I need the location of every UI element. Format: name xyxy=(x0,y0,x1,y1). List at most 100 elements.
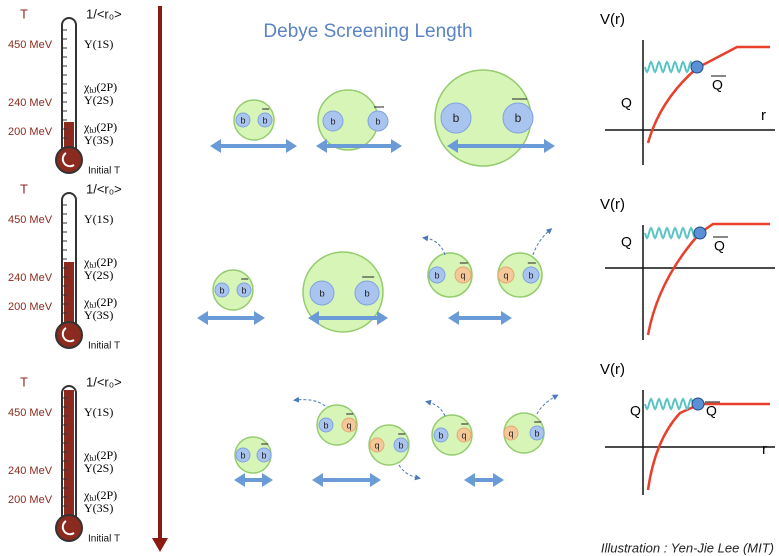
state-label: Υ(2S) xyxy=(84,461,113,475)
state-rest: (2P) xyxy=(96,255,117,269)
heavy-quark-dot xyxy=(691,61,703,73)
temperature-symbol: T xyxy=(20,374,28,389)
y-axis-label: V(r) xyxy=(600,196,625,213)
thermometer-bulb xyxy=(56,515,82,541)
string-spring xyxy=(645,228,695,238)
separation-arrow-head xyxy=(370,473,381,487)
illustration: Debye Screening Length Illustration : Ye… xyxy=(0,0,779,556)
quark-label: Q xyxy=(621,95,632,111)
separation-arrow-head xyxy=(254,311,265,325)
state-rest: (2P) xyxy=(96,295,117,309)
separation-arrow-head xyxy=(234,473,245,487)
quark-label: b xyxy=(262,115,267,125)
quark-label: b xyxy=(241,285,246,295)
separation-arrow-head xyxy=(501,311,512,325)
temperature-symbol: T xyxy=(20,181,28,196)
quark-label: b xyxy=(323,420,328,430)
state-label: Υ(3S) xyxy=(84,308,113,322)
separation-arrow-head xyxy=(493,473,504,487)
quark-label: b xyxy=(434,270,439,280)
quark-label: q xyxy=(346,420,351,430)
state-label: Υ(2S) xyxy=(84,268,113,282)
temperature-label: 200 MeV xyxy=(8,494,53,506)
string-spring xyxy=(645,62,692,72)
state-label: Υ(1S) xyxy=(84,405,113,419)
state-label: Υ(3S) xyxy=(84,501,113,515)
state-label: Υ(2S) xyxy=(84,93,113,107)
y-axis-label: V(r) xyxy=(600,361,625,378)
radius-label: 1/<r₀> xyxy=(86,6,122,21)
separation-arrow-head xyxy=(286,139,297,153)
escape-arrow xyxy=(533,230,550,255)
temperature-label: 240 MeV xyxy=(8,272,53,284)
quark-label: b xyxy=(515,111,522,125)
temperature-label: 200 MeV xyxy=(8,301,53,313)
quark-label: b xyxy=(364,289,369,300)
quark-label: b xyxy=(319,289,324,300)
quark-label: b xyxy=(330,116,335,126)
quark-label: b xyxy=(398,440,403,450)
state-label: Υ(1S) xyxy=(84,212,113,226)
thermometer-fill xyxy=(64,390,74,520)
quark-label: q xyxy=(508,428,513,438)
quark-label: b xyxy=(240,115,245,125)
state-rest: (2P) xyxy=(96,488,117,502)
string-spring xyxy=(645,399,693,409)
quark-label: b xyxy=(438,430,443,440)
separation-arrow-head xyxy=(316,139,327,153)
separation-arrow-head xyxy=(312,473,323,487)
initial-label: Initial T xyxy=(88,534,120,545)
escape-arrow xyxy=(537,396,556,414)
quark-label: b xyxy=(219,285,224,295)
escape-arrow xyxy=(425,238,445,255)
quark-label: q xyxy=(374,440,379,450)
separation-arrow-head xyxy=(391,139,402,153)
thermometer-bulb xyxy=(56,322,82,348)
y-axis-label: V(r) xyxy=(600,11,625,28)
initial-label: Initial T xyxy=(88,341,120,352)
state-rest: (2P) xyxy=(96,120,117,134)
x-axis-label: r xyxy=(761,107,766,124)
quark-label: q xyxy=(460,270,465,280)
temperature-label: 450 MeV xyxy=(8,214,53,226)
temperature-label: 450 MeV xyxy=(8,39,53,51)
state-label: Υ(1S) xyxy=(84,37,113,51)
separation-arrow-head xyxy=(210,139,221,153)
temperature-label: 450 MeV xyxy=(8,407,53,419)
quark-label: b xyxy=(534,428,539,438)
credit: Illustration : Yen-Jie Lee (MIT) xyxy=(601,540,774,555)
title: Debye Screening Length xyxy=(263,21,472,42)
radius-label: 1/<r₀> xyxy=(86,374,122,389)
escape-arrow xyxy=(428,402,445,416)
radius-label: 1/<r₀> xyxy=(86,181,122,196)
temperature-label: 240 MeV xyxy=(8,97,53,109)
antiquark-label: Q xyxy=(714,238,725,254)
state-rest: (2P) xyxy=(96,448,117,462)
potential-curve xyxy=(648,224,770,335)
thermometer-bulb xyxy=(56,147,82,173)
separation-arrow-head xyxy=(262,473,273,487)
separation-arrow-head xyxy=(377,311,388,325)
x-axis-label: r xyxy=(762,441,767,458)
escape-arrow xyxy=(399,465,418,478)
quark-label: q xyxy=(461,430,466,440)
quark-label: q xyxy=(503,270,508,280)
temperature-label: 240 MeV xyxy=(8,465,53,477)
heavy-quark-dot xyxy=(694,227,706,239)
separation-arrow-head xyxy=(464,473,475,487)
separation-arrow-head xyxy=(197,311,208,325)
temperature-symbol: T xyxy=(20,6,28,21)
temperature-arrow-head xyxy=(152,538,168,552)
initial-label: Initial T xyxy=(88,166,120,177)
separation-arrow-head xyxy=(448,311,459,325)
state-rest: (2P) xyxy=(96,80,117,94)
quark-label: b xyxy=(453,111,460,125)
state-label: Υ(3S) xyxy=(84,133,113,147)
quark-label: b xyxy=(240,450,245,460)
quark-label: b xyxy=(261,450,266,460)
escape-arrow xyxy=(296,400,325,406)
quark-label: b xyxy=(528,270,533,280)
antiquark-label: Q xyxy=(712,77,723,93)
separation-arrow-head xyxy=(544,139,555,153)
heavy-quark-dot xyxy=(692,398,704,410)
